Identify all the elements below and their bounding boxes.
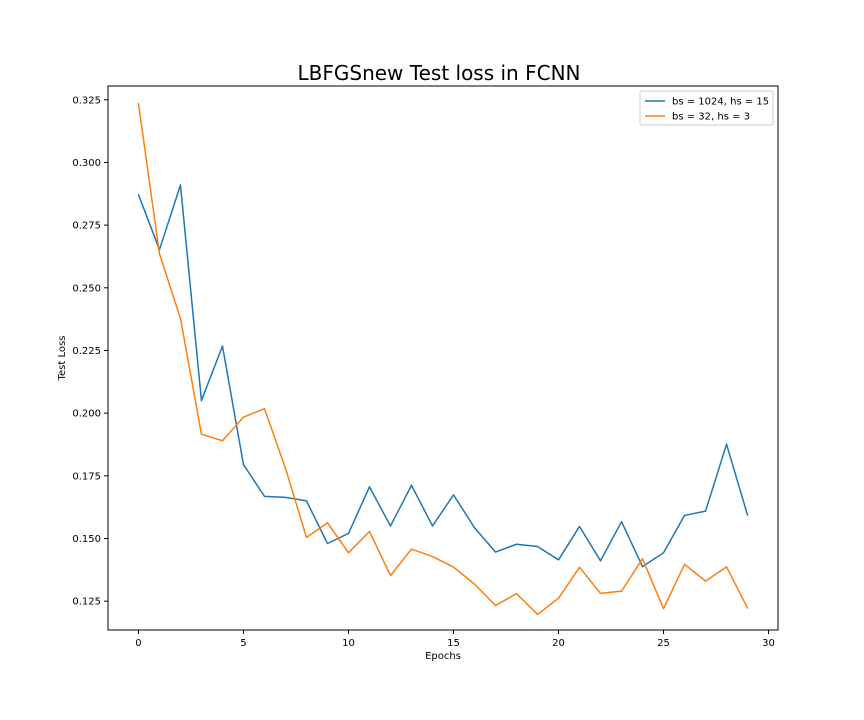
legend-box	[639, 90, 774, 126]
legend: bs = 1024, hs = 15 bs = 32, hs = 3	[639, 90, 774, 126]
data-point	[347, 532, 350, 535]
data-point	[536, 545, 539, 548]
data-point	[410, 484, 413, 486]
data-point	[746, 514, 749, 516]
x-tick-label: 30	[762, 638, 775, 649]
data-point	[494, 604, 497, 607]
y-tick-label: 0.300	[72, 158, 101, 169]
series-line-1	[137, 184, 749, 568]
y-tick-label: 0.275	[72, 221, 101, 232]
data-point	[704, 580, 707, 582]
data-point	[368, 530, 371, 533]
data-point	[473, 527, 476, 529]
x-tick-label: 10	[342, 638, 355, 649]
y-tick-label: 0.125	[72, 597, 101, 608]
data-point	[452, 566, 455, 568]
data-point	[578, 566, 581, 568]
y-ticks: 0.125 0.150 0.175 0.200 0.225 0.250 0.275 0.300…	[72, 95, 108, 608]
data-point	[347, 552, 350, 554]
data-point	[389, 575, 392, 577]
data-point	[431, 525, 434, 527]
y-tick-label: 0.150	[72, 534, 101, 545]
chart-title: LBFGSnew Test loss in FCNN	[298, 61, 581, 85]
data-point	[662, 552, 665, 554]
legend-label: bs = 32, hs = 3	[672, 112, 750, 123]
data-point	[620, 590, 623, 592]
legend-label: bs = 1024, hs = 15	[672, 97, 769, 108]
data-point	[389, 525, 392, 527]
data-point	[221, 345, 224, 347]
data-point	[452, 494, 455, 496]
data-point	[515, 593, 518, 595]
x-tick-label: 0	[135, 638, 141, 649]
data-point	[620, 521, 623, 523]
x-axis-label: Epochs	[425, 651, 461, 662]
data-point	[137, 193, 140, 196]
data-point	[536, 613, 539, 616]
data-point	[683, 563, 686, 565]
data-point	[578, 525, 581, 528]
data-point	[242, 416, 245, 418]
x-ticks: 0 5 10 15 20 25 30	[135, 630, 775, 649]
data-point	[158, 253, 161, 255]
data-point	[599, 592, 602, 595]
data-point	[599, 560, 602, 562]
data-point	[473, 583, 476, 585]
data-point	[410, 548, 413, 550]
data-point	[137, 102, 140, 104]
data-point	[284, 496, 287, 498]
data-point	[725, 443, 728, 445]
data-point	[326, 542, 329, 545]
y-tick-label: 0.200	[72, 409, 101, 420]
y-axis-label: Test Loss	[57, 336, 68, 382]
data-point	[263, 495, 266, 497]
x-tick-label: 5	[240, 638, 246, 649]
data-point	[305, 536, 308, 539]
data-point	[641, 565, 644, 568]
y-tick-label: 0.175	[72, 471, 101, 482]
data-point	[200, 433, 203, 435]
data-point	[557, 559, 560, 561]
x-tick-label: 15	[447, 638, 460, 649]
y-tick-label: 0.325	[72, 95, 101, 106]
y-tick-label: 0.225	[72, 346, 101, 357]
data-point	[179, 184, 182, 186]
series-line-2	[137, 103, 749, 616]
data-point	[431, 555, 434, 558]
data-point	[557, 597, 560, 599]
data-point	[368, 486, 371, 488]
data-point	[242, 463, 245, 466]
data-point	[221, 440, 224, 442]
data-point	[326, 522, 329, 524]
data-point	[725, 566, 728, 568]
series-lines	[137, 102, 749, 616]
data-point	[494, 551, 497, 553]
axes-frame	[107, 85, 779, 631]
data-point	[263, 408, 266, 410]
data-point	[641, 558, 644, 560]
data-point	[284, 467, 287, 469]
data-point	[200, 400, 203, 402]
data-point	[704, 510, 707, 512]
data-point	[179, 317, 182, 319]
data-point	[305, 500, 308, 502]
y-tick-label: 0.250	[72, 283, 101, 294]
data-point	[746, 607, 749, 609]
data-point	[683, 514, 686, 517]
x-tick-label: 20	[552, 638, 565, 649]
data-point	[515, 543, 518, 545]
x-tick-label: 25	[657, 638, 670, 649]
data-point	[662, 608, 665, 610]
